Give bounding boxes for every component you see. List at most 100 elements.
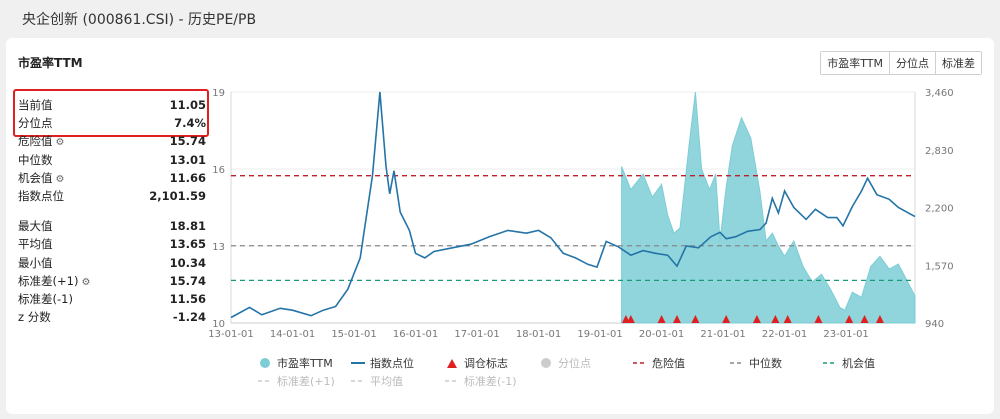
legend-symbol: [447, 359, 457, 368]
legend-label: 调仓标志: [464, 356, 508, 370]
y-tick-label-right: 2,830: [925, 146, 954, 157]
y-tick-label-right: 940: [925, 319, 944, 330]
stat-value: -1.24: [172, 310, 206, 325]
section-title: 市盈率TTM: [18, 56, 83, 70]
rebalance-marker: [691, 315, 700, 323]
stat-row: 标准差(+1) ⚙ 15.74: [18, 272, 206, 290]
stat-value: 15.74: [169, 273, 206, 288]
x-tick-label: 16-01-01: [393, 329, 438, 340]
stat-label: 机会值 ⚙: [18, 169, 64, 189]
legend-label: 中位数: [749, 356, 782, 370]
stats-panel: 当前值 11.05 分位点 7.4% 危险值 ⚙ 15.74 中位数 13.01 机会值 ⚙ 11.6…: [18, 96, 206, 326]
stat-label-text: 当前值: [18, 98, 53, 112]
stat-label: z 分数: [18, 308, 51, 326]
stat-label: 中位数: [18, 151, 53, 169]
stat-row: 标准差(-1) 11.56: [18, 290, 206, 308]
stat-label-text: 标准差(-1): [18, 291, 73, 306]
rebalance-marker: [771, 315, 780, 323]
stat-label-text: 指数点位: [18, 188, 64, 203]
stat-value: 2,101.59: [149, 188, 206, 203]
stat-label: 当前值: [18, 96, 53, 114]
rebalance-marker: [752, 315, 761, 323]
tab-percentile[interactable]: 分位点: [890, 52, 936, 74]
x-tick-label: 14-01-01: [270, 329, 315, 340]
page-title: 央企创新 (000861.CSI) - 历史PE/PB: [22, 12, 257, 28]
tab-std-dev[interactable]: 标准差: [936, 52, 981, 74]
stat-row: 最小值 10.34: [18, 254, 206, 272]
legend-label: 标准差(+1): [277, 374, 335, 388]
legend-label: 指数点位: [370, 356, 414, 370]
settings-gear-icon[interactable]: ⚙: [81, 276, 91, 288]
stat-value: 15.74: [169, 134, 206, 149]
stat-label-text: 平均值: [18, 237, 53, 252]
stat-label-text: z 分数: [18, 310, 51, 325]
y-tick-label-right: 2,200: [925, 204, 954, 215]
rebalance-marker: [814, 315, 823, 323]
stat-label: 最大值: [18, 217, 53, 235]
legend-symbol: [541, 358, 551, 368]
current-value-highlight: [13, 89, 209, 137]
x-tick-label: 20-01-01: [639, 329, 684, 340]
stat-value: 10.34: [169, 255, 206, 270]
legend-label: 市盈率TTM: [277, 356, 333, 370]
stat-label: 标准差(+1) ⚙: [18, 272, 90, 292]
rebalance-marker: [845, 315, 854, 323]
stat-label: 平均值: [18, 235, 53, 253]
y-tick-label-left: 10: [212, 319, 225, 330]
legend-label: 分位点: [558, 356, 591, 370]
pe-ttm-area: [621, 91, 916, 324]
stat-label: 分位点: [18, 114, 53, 132]
stat-label: 危险值 ⚙: [18, 132, 64, 152]
stat-label-text: 分位点: [18, 116, 53, 131]
settings-gear-icon[interactable]: ⚙: [55, 173, 65, 185]
rebalance-marker: [626, 315, 635, 323]
stat-value: 7.4%: [174, 116, 206, 131]
rebalance-marker: [875, 315, 884, 323]
rebalance-marker: [657, 315, 666, 323]
x-tick-label: 13-01-01: [208, 329, 253, 340]
stat-label: 指数点位: [18, 187, 64, 205]
x-tick-label: 22-01-01: [762, 329, 807, 340]
stat-value: 11.05: [169, 98, 206, 112]
stat-value: 13.01: [169, 152, 206, 167]
rebalance-marker: [783, 315, 792, 323]
stat-row: 平均值 13.65: [18, 235, 206, 253]
stat-label-text: 最大值: [18, 219, 53, 234]
stat-row: 机会值 ⚙ 11.66: [18, 169, 206, 187]
y-tick-label-left: 13: [212, 242, 225, 253]
stat-label-text: 最小值: [18, 255, 53, 270]
stat-row: 当前值 11.05: [18, 96, 206, 114]
stat-label-text: 危险值: [18, 134, 53, 149]
stat-row: 最大值 18.81: [18, 217, 206, 235]
stat-row: 中位数 13.01: [18, 151, 206, 169]
y-tick-label-right: 1,570: [925, 261, 954, 272]
stat-label: 标准差(-1): [18, 290, 73, 308]
rebalance-marker: [722, 315, 731, 323]
stat-row: 指数点位 2,101.59: [18, 187, 206, 205]
window-header: 央企创新 (000861.CSI) - 历史PE/PB: [0, 0, 1000, 36]
y-tick-label-left: 19: [212, 88, 225, 99]
index-line: [230, 91, 916, 319]
stat-label: 最小值: [18, 254, 53, 272]
rebalance-marker: [860, 315, 869, 323]
x-tick-label: 19-01-01: [577, 329, 622, 340]
stat-row: 分位点 7.4%: [18, 114, 206, 132]
stat-value: 11.56: [169, 291, 206, 306]
x-tick-label: 18-01-01: [516, 329, 561, 340]
legend-label: 标准差(-1): [464, 374, 517, 388]
stat-value: 11.66: [169, 170, 206, 185]
x-tick-label: 23-01-01: [823, 329, 868, 340]
rebalance-marker: [672, 315, 681, 323]
stat-value: 18.81: [169, 219, 206, 234]
legend-label: 危险值: [652, 356, 685, 370]
chart-card: 市盈率TTM 市盈率TTM 分位点 标准差 当前值 11.05 分位点 7.4% 危险值…: [6, 38, 994, 414]
legend-label: 机会值: [842, 356, 875, 370]
stat-label-text: 机会值: [18, 170, 53, 185]
settings-gear-icon[interactable]: ⚙: [55, 137, 65, 149]
stat-row: 危险值 ⚙ 15.74: [18, 132, 206, 150]
tab-pe-ttm[interactable]: 市盈率TTM: [821, 52, 890, 74]
legend-symbol: [260, 358, 270, 368]
legend-label: 平均值: [370, 375, 403, 388]
stat-value: 13.65: [169, 237, 206, 252]
